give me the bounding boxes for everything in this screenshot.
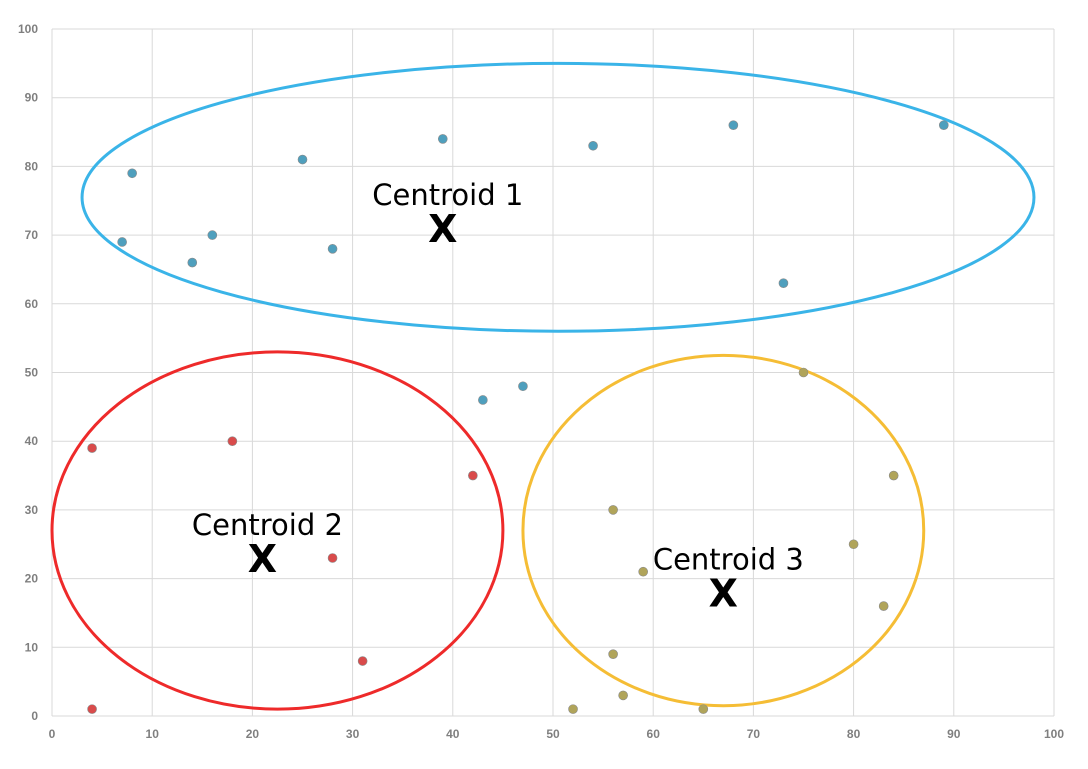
data-point-series-3: [618, 690, 628, 701]
x-tick-label: 60: [647, 727, 661, 741]
data-point-series-1: [518, 381, 528, 392]
centroid-2-label: Centroid 2: [192, 508, 343, 542]
data-point-series-3: [798, 367, 809, 378]
cluster-1-ellipse: [80, 61, 1036, 333]
data-point-series-3: [848, 539, 859, 550]
data-point-series-1: [588, 140, 598, 151]
centroid-1-marker: X: [428, 207, 457, 251]
data-point-series-1: [297, 154, 308, 165]
data-point-series-3: [888, 470, 899, 481]
data-point-series-1: [478, 395, 488, 405]
x-tick-label: 50: [546, 727, 560, 741]
cluster-ellipses: [50, 61, 1036, 711]
centroid-3-marker: X: [709, 571, 738, 615]
x-tick-label: 80: [847, 727, 861, 741]
centroid-3-label: Centroid 3: [653, 542, 804, 576]
cluster-3-ellipse: [521, 353, 926, 708]
data-point-series-3: [638, 566, 648, 577]
data-point-series-1: [127, 168, 137, 179]
data-point-series-1: [728, 120, 739, 130]
y-tick-label: 90: [25, 91, 39, 105]
data-point-series-2: [87, 704, 97, 714]
x-tick-label: 100: [1044, 727, 1064, 741]
centroid-2-marker: X: [248, 537, 277, 581]
data-point-series-2: [468, 470, 478, 481]
data-point-series-1: [437, 134, 448, 144]
data-point-series-1: [938, 120, 949, 130]
data-point-series-1: [187, 257, 198, 268]
data-point-series-2: [87, 443, 97, 453]
tick-labels: 0 10 20 30 40 50 60 70 80 90 100 0 10 20 30 40 50 60 70 80 9…: [18, 22, 1064, 741]
data-point-series-3: [608, 505, 618, 515]
y-tick-label: 50: [25, 366, 39, 380]
y-tick-label: 0: [31, 709, 38, 723]
x-tick-label: 10: [146, 727, 160, 741]
data-point-series-1: [327, 244, 338, 254]
x-tick-label: 20: [246, 727, 260, 741]
data-point-series-1: [207, 230, 218, 240]
x-tick-label: 0: [49, 727, 56, 741]
data-point-series-3: [608, 649, 618, 659]
data-point-series-3: [698, 704, 709, 714]
y-tick-label: 70: [25, 228, 39, 242]
data-points: [87, 120, 949, 714]
data-point-series-2: [327, 553, 338, 563]
y-tick-label: 100: [18, 22, 38, 36]
y-tick-label: 10: [25, 640, 39, 654]
y-tick-label: 60: [25, 297, 39, 311]
gridlines: [51, 28, 1055, 717]
data-point-series-1: [778, 278, 789, 288]
y-tick-label: 20: [25, 572, 39, 586]
centroid-1-label: Centroid 1: [372, 178, 523, 212]
data-point-series-3: [568, 704, 578, 714]
y-tick-label: 40: [25, 434, 39, 448]
x-tick-label: 40: [446, 727, 460, 741]
data-point-series-2: [357, 656, 368, 666]
data-point-series-3: [878, 601, 889, 611]
x-tick-label: 70: [747, 727, 761, 741]
y-tick-label: 80: [25, 159, 39, 173]
data-point-series-2: [227, 436, 238, 447]
y-tick-label: 30: [25, 503, 39, 517]
x-tick-label: 30: [346, 727, 360, 741]
cluster-2-ellipse: [50, 350, 505, 711]
data-point-series-1: [117, 237, 127, 247]
x-tick-label: 90: [947, 727, 961, 741]
